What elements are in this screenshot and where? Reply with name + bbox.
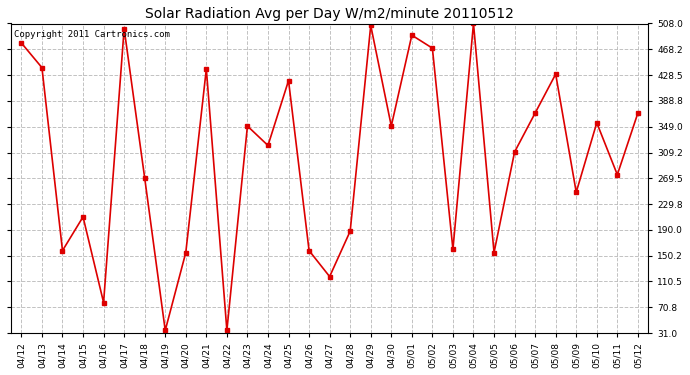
Title: Solar Radiation Avg per Day W/m2/minute 20110512: Solar Radiation Avg per Day W/m2/minute …	[145, 7, 514, 21]
Text: Copyright 2011 Cartronics.com: Copyright 2011 Cartronics.com	[14, 30, 170, 39]
